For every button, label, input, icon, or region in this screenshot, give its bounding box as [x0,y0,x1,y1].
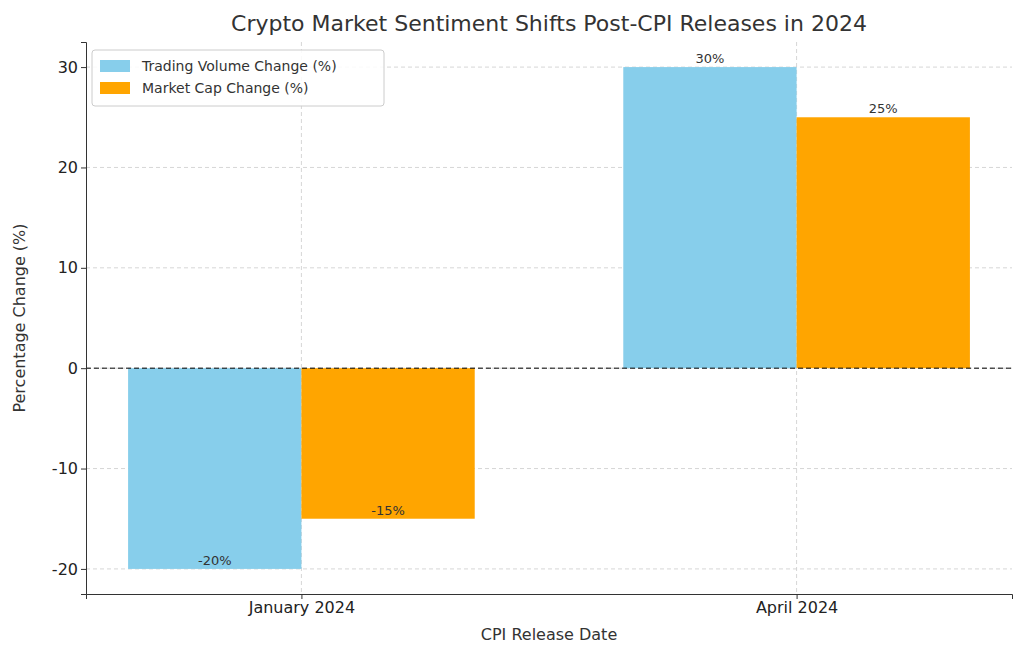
data-labels: -20% 30% -15% 25% [198,51,898,568]
chart: -20% 30% -15% 25% -20 -10 0 10 20 30 January 2024 A… [0,0,1024,658]
data-label: -20% [198,553,232,568]
y-grid-line [86,368,1012,369]
bar [797,117,970,368]
y-tick: -20 [52,560,86,579]
data-label: -15% [371,503,405,518]
legend: Trading Volume Change (%) Market Cap Chan… [92,50,384,106]
data-label: 25% [869,101,898,116]
y-tick: -10 [52,459,86,478]
y-tick: 10 [58,258,86,277]
zero-line [86,368,1012,369]
y-tick-label: 0 [68,359,78,378]
bar [301,368,474,519]
y-tick-label: 30 [58,58,78,77]
x-axis: January 2024 April 2024 [87,594,1013,617]
bars [128,67,970,569]
x-axis-line [87,595,1013,600]
y-tick-mark [81,368,86,369]
legend-swatch [100,82,130,94]
y-axis-title: Percentage Change (%) [10,223,29,412]
y-tick: 20 [58,158,86,177]
x-tick-label: April 2024 [756,598,838,617]
title: Crypto Market Sentiment Shifts Post-CPI … [231,11,867,36]
x-tick-label: January 2024 [248,598,355,617]
y-tick-mark [81,569,86,570]
y-tick: 0 [68,359,86,378]
legend-item: Market Cap Change (%) [100,80,309,96]
x-tick: January 2024 [248,594,355,617]
y-tick-label: 10 [58,258,78,277]
y-tick-mark [81,469,86,470]
grid [86,42,1012,594]
bar [128,368,301,569]
y-tick-label: -10 [52,459,78,478]
legend-label: Market Cap Change (%) [142,80,309,96]
y-tick-mark [81,268,86,269]
bar [623,67,796,368]
legend-label: Trading Volume Change (%) [141,58,337,74]
legend-box [92,50,384,106]
y-tick-label: -20 [52,560,78,579]
data-label: 30% [695,51,724,66]
x-tick: April 2024 [756,594,838,617]
y-tick-label: 20 [58,158,78,177]
y-axis: -20 -10 0 10 20 30 [52,43,87,595]
y-tick: 30 [58,58,86,77]
y-tick-mark [81,67,86,68]
x-axis-title: CPI Release Date [481,625,617,644]
y-tick-mark [81,167,86,168]
y-axis-line [81,43,87,595]
legend-item: Trading Volume Change (%) [100,58,337,74]
legend-swatch [100,60,130,72]
